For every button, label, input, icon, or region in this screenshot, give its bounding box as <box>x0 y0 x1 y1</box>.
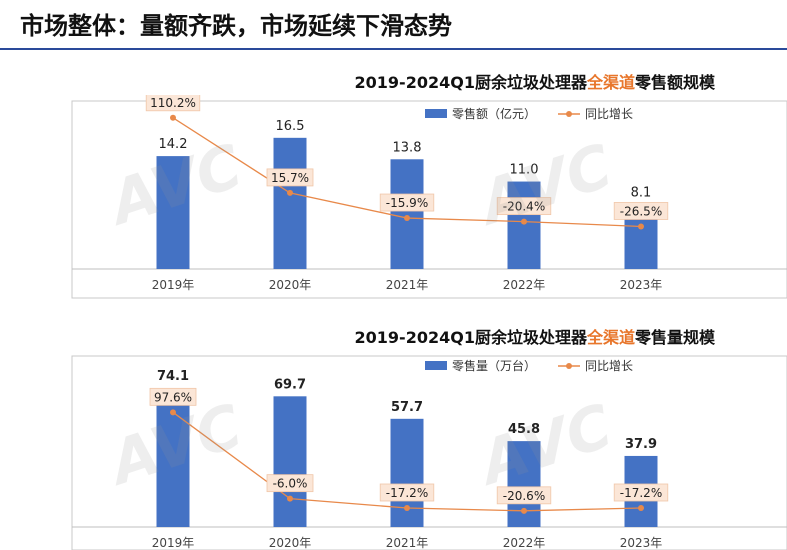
growth-value-label: -26.5% <box>620 204 662 218</box>
growth-point <box>638 505 644 511</box>
chart-title-retail-volume: 2019-2024Q1厨余垃圾处理器全渠道零售量规模 <box>355 324 715 348</box>
bar-value-label: 45.8 <box>508 422 540 437</box>
growth-point <box>638 223 644 230</box>
x-tick-label: 2020年 <box>269 536 312 550</box>
bar-value-label: 16.5 <box>276 119 305 134</box>
growth-value-label: -17.2% <box>386 486 428 500</box>
bar-value-label: 13.8 <box>393 140 422 155</box>
retail-volume-chart: 74.1 2019年 69.7 2020年 57.7 2021年 45.8 2022年 37.9… <box>71 355 787 550</box>
growth-label-box <box>145 95 201 112</box>
bar-value-label: 8.1 <box>631 186 652 201</box>
x-tick-label: 2023年 <box>620 536 663 550</box>
retail-sales-chart: 14.2 2019年 16.5 2020年 13.8 2021年 11.0 2022年 8.1 2… <box>71 95 787 299</box>
bar-value-label: 74.1 <box>157 369 189 384</box>
growth-label-box <box>149 387 197 406</box>
growth-value-label: -15.9% <box>386 196 428 210</box>
growth-label-box <box>496 486 552 505</box>
bar <box>273 396 307 527</box>
chart-title-part: 零售量规模 <box>634 328 715 347</box>
bar-value-label: 57.7 <box>391 400 423 415</box>
bar <box>156 388 190 527</box>
legend-bar-label: 零售量（万台） <box>452 358 536 373</box>
legend-bar-swatch <box>425 361 447 370</box>
x-tick-label: 2019年 <box>152 536 195 550</box>
bar-value-label: 69.7 <box>274 377 306 392</box>
x-tick-label: 2022年 <box>503 536 546 550</box>
x-tick-label: 2023年 <box>620 278 663 292</box>
legend-bar-swatch <box>425 109 447 118</box>
growth-value-label: -20.4% <box>503 200 545 214</box>
growth-label-box <box>496 197 552 216</box>
growth-value-label: 15.7% <box>271 171 309 185</box>
growth-label-box <box>379 483 435 502</box>
chart-title-highlight: 全渠道 <box>586 328 635 347</box>
growth-label-box <box>266 474 314 493</box>
growth-point <box>170 114 176 121</box>
growth-point <box>287 189 293 196</box>
x-tick-label: 2020年 <box>269 278 312 292</box>
legend-line-label: 同比增长 <box>585 107 633 121</box>
plot-frame <box>71 100 787 299</box>
growth-point <box>404 215 410 222</box>
bar-value-label: 14.2 <box>159 137 188 152</box>
x-tick-label: 2022年 <box>503 278 546 292</box>
plot-frame <box>71 355 787 550</box>
page-title: 市场整体：量额齐跌，市场延续下滑态势 <box>20 12 452 40</box>
growth-label-box <box>379 193 435 212</box>
growth-point <box>287 495 293 502</box>
bar-value-label: 11.0 <box>510 163 539 178</box>
legend-line-marker <box>566 111 572 117</box>
chart-title-highlight: 全渠道 <box>586 73 635 92</box>
bar <box>273 137 307 269</box>
growth-point <box>521 218 527 225</box>
growth-value-label: -17.2% <box>620 486 662 500</box>
legend-bar-label: 零售额（亿元） <box>452 106 536 121</box>
growth-label-box <box>266 168 314 187</box>
bar <box>507 441 541 527</box>
growth-label-box <box>613 483 669 502</box>
chart-title-part: 2019-2024Q1厨余垃圾处理器 <box>354 328 587 347</box>
legend-line-label: 同比增长 <box>585 359 633 373</box>
bar <box>156 156 190 269</box>
x-tick-label: 2021年 <box>386 278 429 292</box>
growth-value-label: 110.2% <box>150 96 196 110</box>
title-divider <box>0 48 787 50</box>
growth-value-label: 97.6% <box>154 390 192 404</box>
bar <box>390 159 424 269</box>
legend-line-marker <box>566 363 572 369</box>
growth-point <box>404 505 410 511</box>
growth-point <box>170 409 176 416</box>
chart-title-part: 2019-2024Q1厨余垃圾处理器 <box>354 73 587 92</box>
growth-label-box <box>613 202 669 220</box>
x-tick-label: 2019年 <box>152 278 195 292</box>
chart-title-part: 零售额规模 <box>634 73 715 92</box>
growth-value-label: -6.0% <box>273 477 308 491</box>
growth-point <box>521 507 527 514</box>
x-tick-label: 2021年 <box>386 536 429 550</box>
bar <box>507 181 541 269</box>
growth-value-label: -20.6% <box>503 489 545 503</box>
bar-value-label: 37.9 <box>625 437 657 452</box>
chart-title-retail-sales: 2019-2024Q1厨余垃圾处理器全渠道零售额规模 <box>355 69 715 93</box>
